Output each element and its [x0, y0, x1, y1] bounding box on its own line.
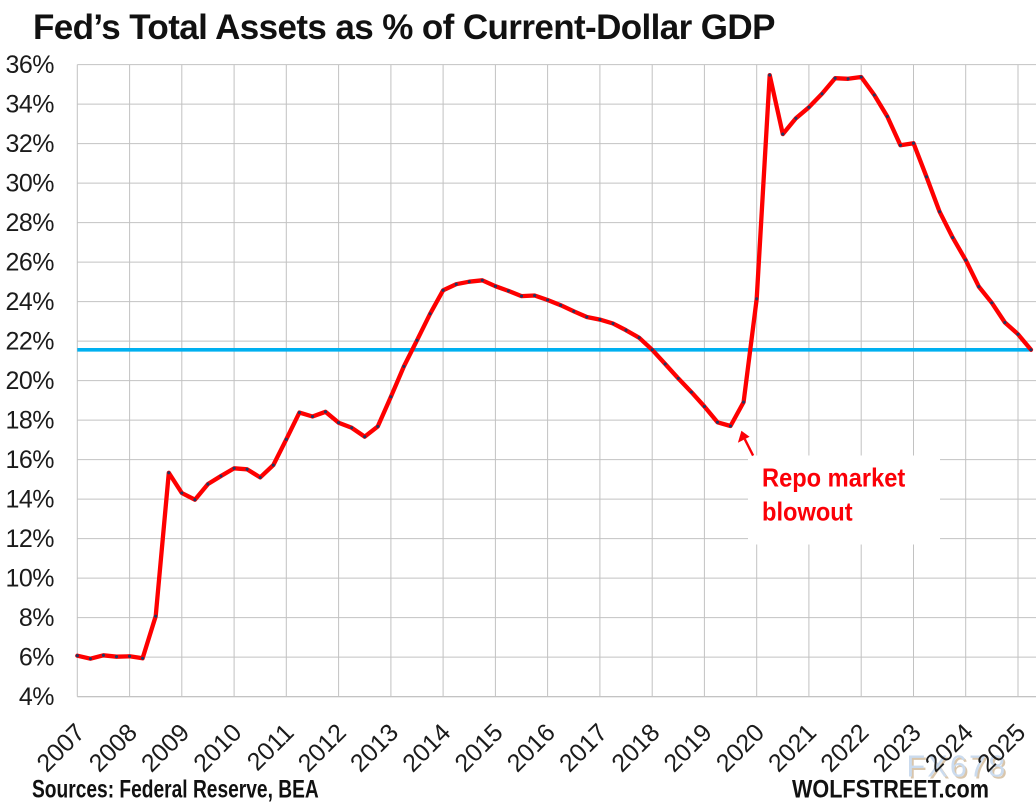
- svg-text:10%: 10%: [5, 565, 54, 593]
- svg-text:Repo market: Repo market: [762, 465, 905, 493]
- svg-text:22%: 22%: [5, 328, 54, 356]
- svg-text:4%: 4%: [19, 683, 54, 711]
- svg-text:WOLFSTREET.com: WOLFSTREET.com: [792, 775, 989, 802]
- svg-text:8%: 8%: [19, 604, 54, 632]
- svg-text:32%: 32%: [5, 130, 54, 158]
- svg-text:6%: 6%: [19, 644, 54, 672]
- svg-text:14%: 14%: [5, 486, 54, 514]
- svg-text:26%: 26%: [5, 249, 54, 277]
- svg-text:16%: 16%: [5, 446, 54, 474]
- svg-text:12%: 12%: [5, 525, 54, 553]
- svg-text:20%: 20%: [5, 367, 54, 395]
- svg-text:34%: 34%: [5, 91, 54, 119]
- svg-text:Sources: Federal Reserve, BEA: Sources: Federal Reserve, BEA: [32, 775, 319, 802]
- svg-text:18%: 18%: [5, 407, 54, 435]
- svg-text:blowout: blowout: [762, 499, 853, 527]
- svg-text:24%: 24%: [5, 288, 54, 316]
- svg-text:FX678: FX678: [907, 750, 1008, 784]
- svg-text:30%: 30%: [5, 170, 54, 198]
- svg-text:36%: 36%: [5, 51, 54, 79]
- svg-text:28%: 28%: [5, 209, 54, 237]
- svg-text:Fed’s Total Assets as % of Cur: Fed’s Total Assets as % of Current-Dolla…: [33, 8, 775, 47]
